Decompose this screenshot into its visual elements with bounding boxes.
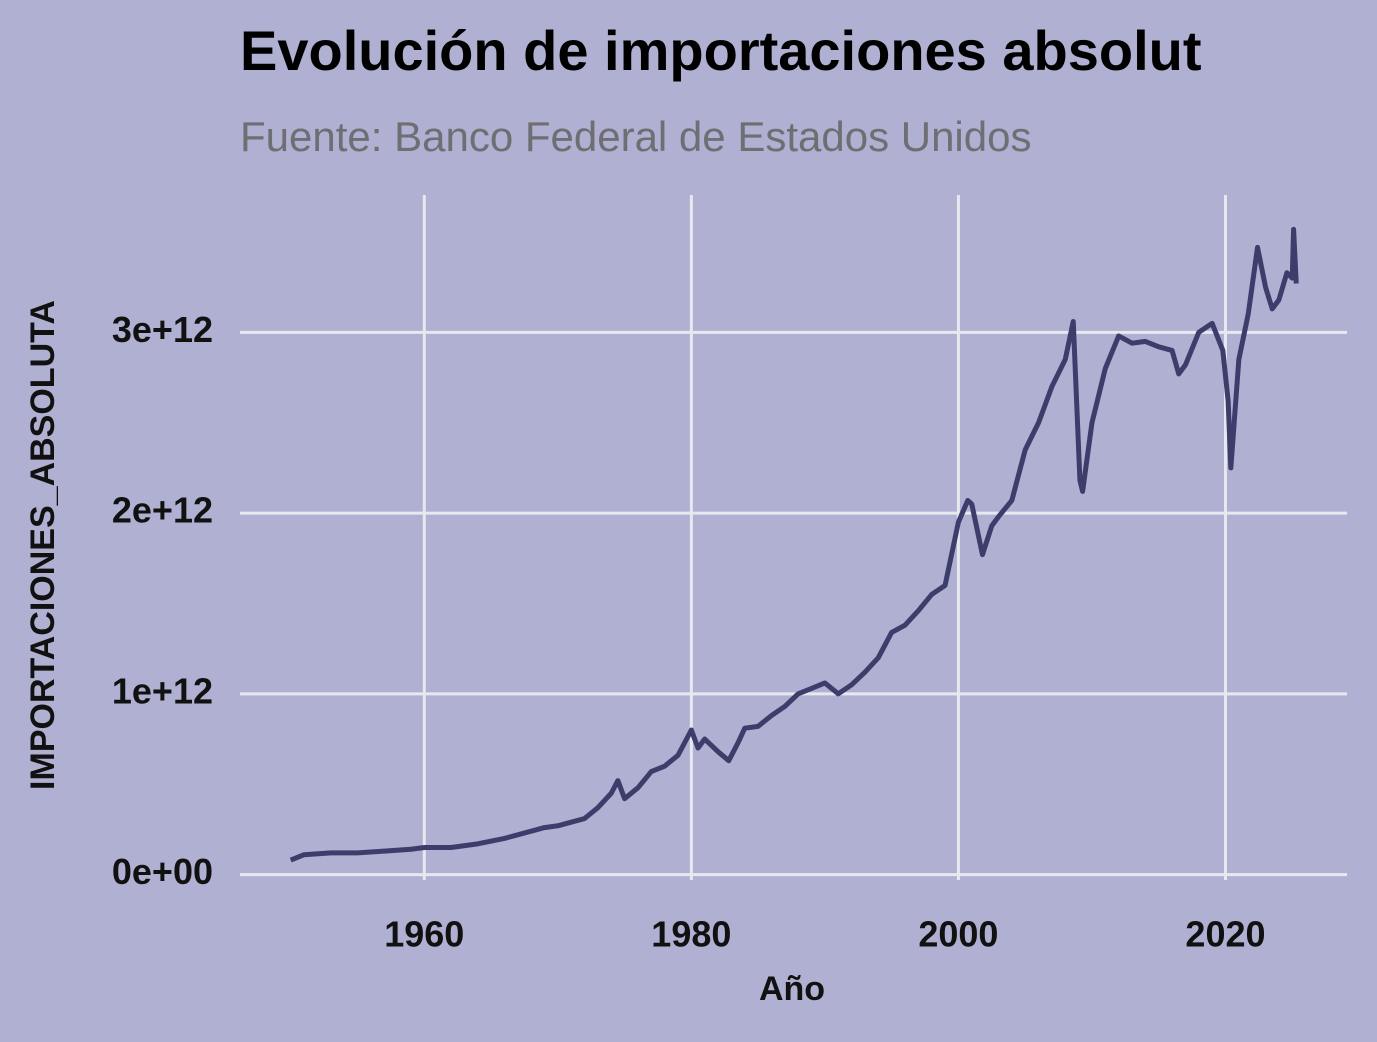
x-tick-label: 1980 bbox=[651, 914, 731, 955]
chart-title: Evolución de importaciones absolut bbox=[240, 19, 1202, 82]
chart-subtitle: Fuente: Banco Federal de Estados Unidos bbox=[240, 113, 1031, 160]
y-axis-label: IMPORTACIONES_ABSOLUTA bbox=[24, 300, 62, 790]
x-tick-label: 2020 bbox=[1185, 914, 1265, 955]
x-axis-label: Año bbox=[759, 970, 825, 1008]
y-tick-label: 3e+12 bbox=[112, 309, 213, 350]
x-tick-label: 2000 bbox=[918, 914, 998, 955]
x-tick-label: 1960 bbox=[384, 914, 464, 955]
data-line bbox=[289, 226, 1299, 863]
y-tick-label: 1e+12 bbox=[112, 670, 213, 711]
y-tick-label: 2e+12 bbox=[112, 490, 213, 531]
y-tick-label: 0e+00 bbox=[112, 851, 213, 892]
